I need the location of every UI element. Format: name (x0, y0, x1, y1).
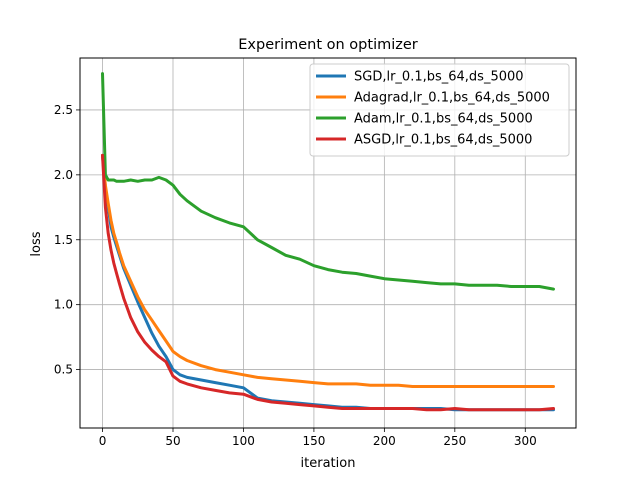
plot-frame (79, 57, 577, 429)
x-tick-label: 300 (514, 434, 537, 448)
y-tick-label: 1.5 (54, 233, 73, 247)
y-axis-ticks: 0.5 1.0 1.5 2.0 2.5 (54, 103, 80, 377)
series-line-4 (101, 153, 555, 412)
y-tick-label: 2.5 (54, 103, 73, 117)
y-tick-label: 2.0 (54, 168, 73, 182)
x-tick-label: 0 (99, 434, 107, 448)
series-layer (101, 72, 555, 412)
x-axis-ticks: 0 50 100 150 200 250 300 (99, 428, 537, 448)
y-tick-label: 1.0 (54, 298, 73, 312)
y-tick-label: 0.5 (54, 363, 73, 377)
x-tick-label: 200 (373, 434, 396, 448)
series-line-2 (101, 153, 555, 388)
x-tick-label: 250 (443, 434, 466, 448)
legend-label: ASGD,lr_0.1,bs_64,ds_5000 (354, 133, 532, 148)
legend: SGD,lr_0.1,bs_64,ds_5000 Adagrad,lr_0.1,b… (309, 63, 570, 157)
x-axis-label: iteration (301, 456, 356, 471)
series-line-3 (101, 72, 555, 291)
legend-label: Adam,lr_0.1,bs_64,ds_5000 (354, 112, 533, 127)
legend-label: Adagrad,lr_0.1,bs_64,ds_5000 (354, 91, 550, 106)
y-axis-label: loss (29, 231, 44, 256)
legend-box (309, 63, 570, 157)
chart-title: Experiment on optimizer (238, 37, 418, 53)
x-tick-label: 150 (302, 434, 325, 448)
x-tick-label: 50 (165, 434, 180, 448)
legend-label: SGD,lr_0.1,bs_64,ds_5000 (354, 70, 524, 85)
x-tick-label: 100 (232, 434, 255, 448)
